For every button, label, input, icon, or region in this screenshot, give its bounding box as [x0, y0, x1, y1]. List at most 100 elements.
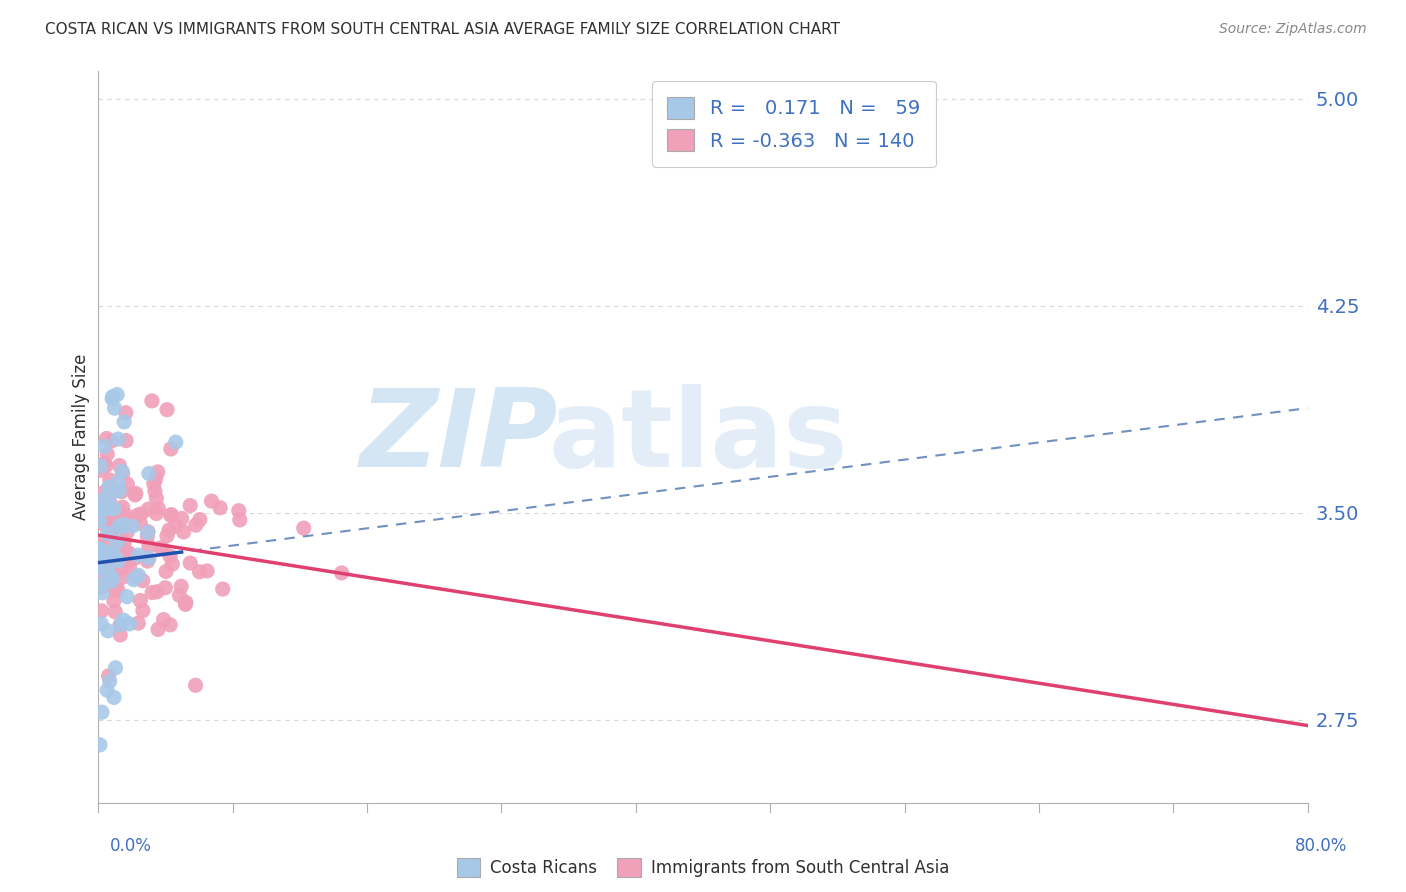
Text: 0.0%: 0.0%: [110, 837, 152, 855]
Point: [170, 511, 193, 525]
Point: [156, 402, 179, 417]
Point: [90, 574, 112, 588]
Point: [97, 669, 120, 683]
Point: [115, 508, 138, 523]
Point: [101, 516, 124, 530]
Point: [103, 401, 125, 416]
Point: [143, 483, 166, 498]
Point: [112, 415, 135, 429]
Point: [103, 690, 125, 705]
Point: [98, 674, 121, 689]
Point: [115, 590, 138, 604]
Point: [94, 562, 117, 576]
Point: [104, 511, 127, 525]
Point: [97, 565, 120, 579]
Point: [100, 571, 122, 585]
Point: [104, 661, 127, 675]
Point: [188, 565, 211, 579]
Point: [108, 505, 131, 519]
Point: [94, 564, 117, 578]
Point: [89, 508, 111, 522]
Point: [108, 562, 131, 576]
Point: [112, 546, 135, 560]
Point: [89, 577, 111, 591]
Point: [96, 447, 118, 461]
Point: [159, 508, 181, 523]
Point: [228, 504, 250, 518]
Point: [93, 456, 115, 470]
Point: [165, 435, 187, 450]
Point: [160, 508, 183, 522]
Point: [160, 557, 183, 571]
Point: [89, 514, 111, 528]
Point: [108, 458, 131, 473]
Point: [111, 570, 134, 584]
Point: [169, 588, 191, 602]
Point: [138, 467, 160, 481]
Point: [90, 500, 112, 514]
Point: [89, 558, 111, 572]
Point: [97, 505, 120, 519]
Point: [110, 628, 132, 642]
Point: [173, 524, 195, 539]
Point: [121, 519, 143, 533]
Point: [101, 579, 124, 593]
Point: [145, 491, 167, 506]
Point: [90, 705, 112, 719]
Text: Source: ZipAtlas.com: Source: ZipAtlas.com: [1219, 22, 1367, 37]
Point: [117, 546, 139, 560]
Point: [103, 549, 125, 563]
Point: [90, 516, 112, 531]
Point: [100, 434, 122, 448]
Point: [160, 442, 183, 456]
Point: [108, 552, 131, 566]
Point: [152, 541, 174, 556]
Point: [93, 506, 115, 520]
Point: [115, 434, 138, 448]
Point: [136, 524, 159, 539]
Point: [89, 501, 111, 516]
Point: [97, 561, 120, 575]
Point: [111, 500, 134, 515]
Point: [110, 618, 132, 632]
Point: [108, 483, 131, 498]
Point: [89, 573, 111, 587]
Point: [115, 545, 138, 559]
Point: [211, 582, 233, 596]
Point: [90, 616, 112, 631]
Point: [141, 393, 163, 408]
Point: [97, 545, 120, 559]
Point: [104, 605, 127, 619]
Point: [195, 564, 218, 578]
Point: [159, 617, 181, 632]
Point: [111, 484, 134, 499]
Text: 80.0%: 80.0%: [1295, 837, 1347, 855]
Point: [104, 554, 127, 568]
Point: [94, 496, 117, 510]
Point: [200, 494, 222, 508]
Point: [100, 574, 122, 589]
Point: [108, 538, 131, 552]
Point: [94, 458, 117, 473]
Point: [89, 546, 111, 560]
Point: [97, 501, 120, 516]
Point: [112, 515, 135, 529]
Point: [129, 593, 152, 607]
Text: atlas: atlas: [548, 384, 848, 490]
Point: [117, 477, 139, 491]
Point: [141, 585, 163, 599]
Point: [93, 491, 115, 506]
Point: [136, 529, 159, 543]
Point: [89, 541, 111, 556]
Point: [156, 529, 179, 543]
Point: [97, 513, 120, 527]
Point: [98, 488, 121, 502]
Point: [107, 432, 129, 446]
Point: [97, 567, 120, 582]
Point: [89, 463, 111, 477]
Point: [132, 604, 155, 618]
Y-axis label: Average Family Size: Average Family Size: [72, 354, 90, 520]
Point: [108, 519, 131, 533]
Point: [127, 548, 149, 562]
Point: [146, 584, 169, 599]
